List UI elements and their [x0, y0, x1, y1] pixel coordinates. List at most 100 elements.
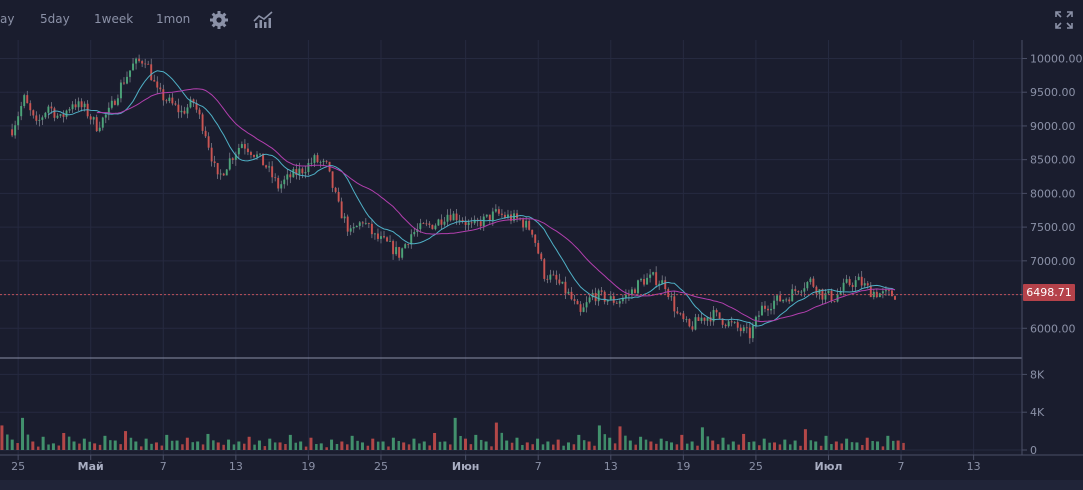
candle-body — [204, 130, 207, 137]
candle-body — [869, 285, 872, 298]
candle-body — [531, 229, 534, 235]
candle-body — [104, 114, 107, 118]
candle-body — [567, 291, 570, 294]
volume-bar — [582, 440, 586, 450]
candle-body — [177, 104, 180, 113]
volume-bar — [562, 445, 565, 450]
volume-bar — [670, 442, 674, 450]
volume-bar — [731, 441, 735, 450]
candle-body — [667, 289, 670, 298]
volume-bar — [350, 435, 354, 450]
candle-body — [791, 289, 794, 302]
volume-bar — [500, 432, 504, 450]
candle-body — [259, 153, 262, 155]
volume-bar — [510, 442, 514, 450]
candle-body — [243, 144, 246, 149]
volume-bar — [237, 441, 241, 450]
candle-body — [162, 89, 165, 101]
volume-bar — [10, 439, 14, 450]
candle-body — [237, 147, 240, 155]
x-tick-label: 13 — [229, 460, 243, 473]
candle-body — [80, 101, 83, 108]
candle-body — [316, 155, 319, 163]
volume-bar — [185, 437, 189, 450]
candle-body — [670, 296, 673, 298]
candle-body — [621, 297, 624, 302]
volume-bar — [165, 434, 169, 450]
candle-body — [694, 317, 697, 330]
candle-body — [138, 58, 141, 62]
fullscreen-icon[interactable] — [1054, 10, 1074, 34]
candle-body — [425, 223, 428, 225]
timeframe-1day[interactable]: ay — [0, 12, 15, 26]
candle-body — [703, 317, 706, 321]
volume-bar — [685, 443, 689, 450]
candle-body — [894, 296, 897, 300]
candle-body — [455, 213, 458, 221]
volume-bar — [700, 427, 704, 450]
candle-body — [682, 313, 685, 320]
candle-body — [289, 174, 292, 178]
candle-body — [77, 101, 80, 108]
volume-bar — [566, 442, 570, 450]
candle-body — [174, 103, 177, 105]
volume-bar — [644, 439, 648, 450]
candle-body — [630, 289, 633, 296]
candle-body — [340, 201, 343, 219]
candle-body — [609, 296, 612, 300]
volume-bar — [387, 446, 390, 450]
volume-bar — [196, 441, 200, 450]
candle-body — [113, 100, 116, 105]
volume-bar — [618, 426, 622, 450]
candle-body — [842, 282, 845, 291]
candle-body — [464, 221, 467, 226]
candle-body — [219, 173, 222, 175]
volume-bar — [525, 442, 529, 450]
volume-tick-label: 0 — [1030, 444, 1037, 457]
volume-bar — [41, 436, 45, 450]
candle-body — [851, 284, 854, 288]
candle-body — [570, 291, 573, 300]
volume-bar — [861, 444, 864, 450]
x-tick-label: 25 — [749, 460, 763, 473]
gear-icon[interactable] — [209, 10, 229, 34]
candle-body — [652, 272, 655, 275]
candle-body — [192, 99, 195, 103]
candle-body — [470, 222, 473, 224]
candle-body — [782, 299, 785, 302]
volume-bar — [376, 441, 380, 450]
volume-bar — [47, 444, 50, 450]
candle-body — [20, 106, 23, 117]
candle-body — [92, 117, 95, 120]
volume-bar — [160, 445, 164, 450]
indicators-icon[interactable] — [253, 10, 275, 34]
y-tick-label: 7500.00 — [1030, 221, 1076, 234]
candle-body — [603, 291, 606, 302]
candle-body — [458, 220, 461, 221]
candle-body — [776, 295, 779, 301]
candle-body — [437, 219, 440, 226]
timeframe-1week[interactable]: 1week — [94, 12, 134, 26]
candle-body — [540, 253, 543, 260]
volume-bar — [819, 445, 823, 450]
volume-bars — [0, 417, 905, 450]
volume-bar — [505, 440, 509, 450]
candle-body — [334, 187, 337, 192]
candle-body — [135, 58, 138, 64]
candle-body — [833, 301, 836, 302]
volume-bar — [783, 439, 787, 450]
candle-body — [815, 286, 818, 294]
volume-bar — [541, 444, 545, 450]
volume-bar — [886, 435, 890, 450]
volume-bar — [680, 434, 684, 450]
volume-bar — [665, 441, 668, 450]
volume-bar — [613, 443, 617, 450]
y-tick-label: 9500.00 — [1030, 86, 1076, 99]
timeframe-1mon[interactable]: 1mon — [156, 12, 191, 26]
volume-bar — [727, 444, 730, 450]
candle-body — [760, 305, 763, 316]
timeframe-5day[interactable]: 5day — [40, 12, 70, 26]
candle-body — [664, 280, 667, 290]
candle-body — [116, 98, 119, 105]
